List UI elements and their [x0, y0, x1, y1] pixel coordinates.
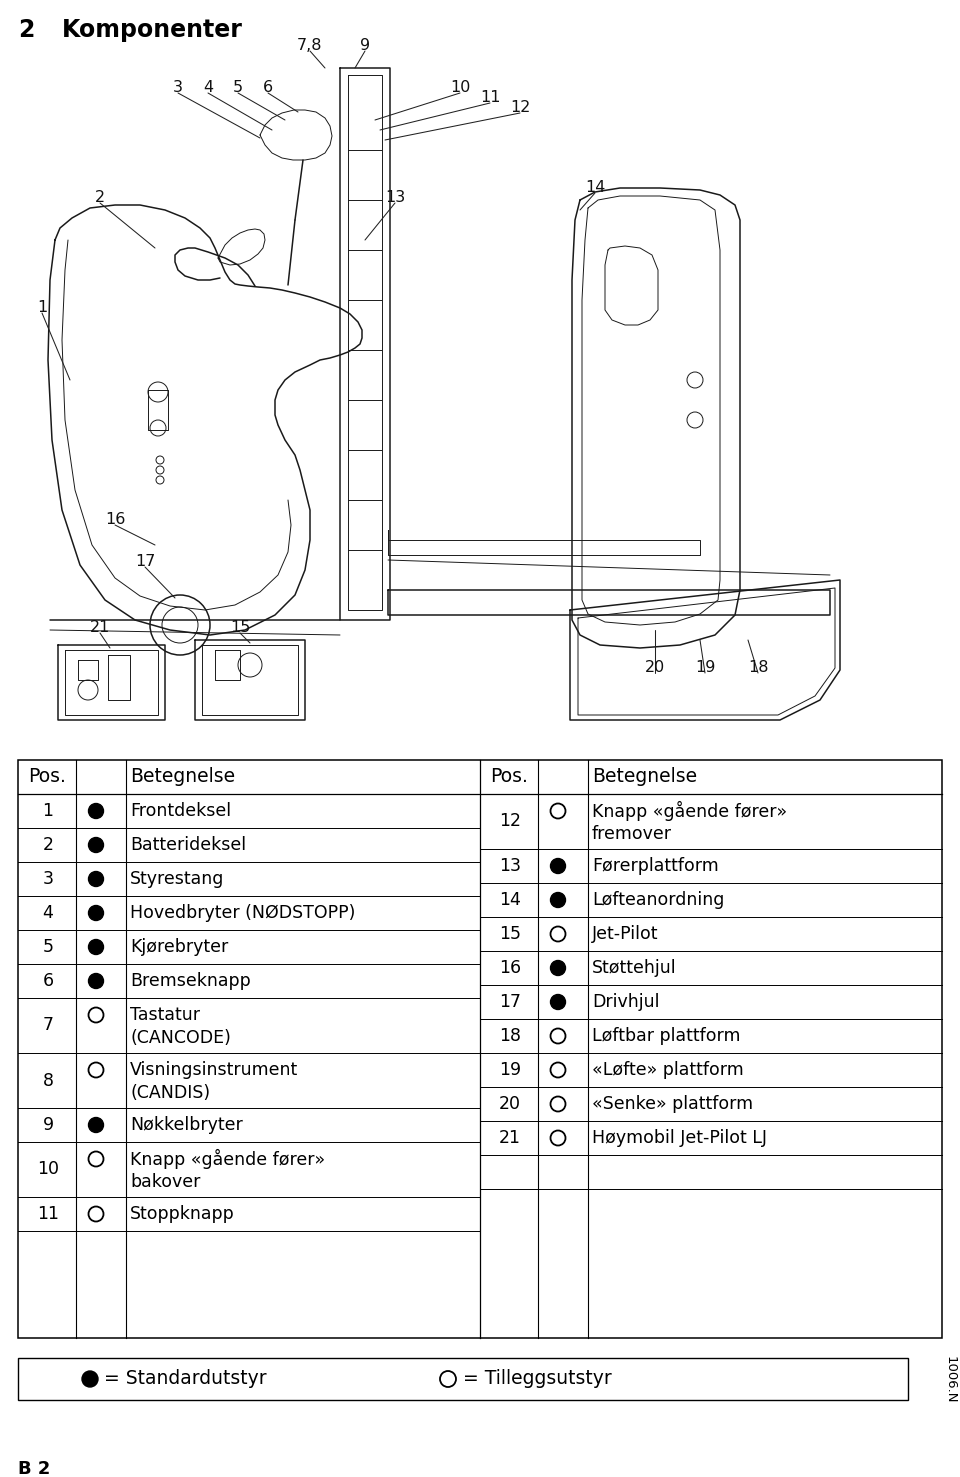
Circle shape: [82, 1371, 98, 1387]
Text: 15: 15: [229, 620, 251, 635]
Text: 5: 5: [233, 81, 243, 96]
Text: Frontdeksel: Frontdeksel: [130, 802, 231, 820]
Circle shape: [88, 905, 104, 920]
Circle shape: [88, 973, 104, 988]
Text: 1006.N: 1006.N: [944, 1356, 956, 1403]
Text: 16: 16: [105, 513, 125, 527]
Text: Nøkkelbryter: Nøkkelbryter: [130, 1117, 243, 1134]
Text: Betegnelse: Betegnelse: [592, 768, 697, 786]
Text: 14: 14: [499, 891, 521, 908]
Text: Høymobil Jet-Pilot LJ: Høymobil Jet-Pilot LJ: [592, 1128, 767, 1148]
Text: Kjørebryter: Kjørebryter: [130, 938, 228, 956]
Circle shape: [88, 803, 104, 818]
Text: 17: 17: [134, 554, 156, 570]
Text: 19: 19: [499, 1060, 521, 1080]
Text: fremover: fremover: [592, 826, 672, 843]
Text: Jet-Pilot: Jet-Pilot: [592, 925, 659, 942]
Text: Komponenter: Komponenter: [62, 18, 243, 41]
Text: 4: 4: [203, 81, 213, 96]
Text: Løftbar plattform: Løftbar plattform: [592, 1027, 740, 1046]
Text: Tastatur: Tastatur: [130, 1006, 200, 1024]
Text: 1: 1: [42, 802, 54, 820]
Text: 21: 21: [90, 620, 110, 635]
Text: Førerplattform: Førerplattform: [592, 857, 719, 874]
Text: Løfteanordning: Løfteanordning: [592, 891, 725, 908]
Text: = Tilleggsutstyr: = Tilleggsutstyr: [463, 1369, 612, 1388]
Text: (CANCODE): (CANCODE): [130, 1029, 230, 1047]
Text: 5: 5: [42, 938, 54, 956]
Circle shape: [550, 960, 565, 975]
Text: 4: 4: [42, 904, 54, 922]
Text: 13: 13: [385, 191, 405, 205]
Text: 12: 12: [510, 100, 530, 115]
Text: «Senke» plattform: «Senke» plattform: [592, 1094, 754, 1114]
Text: Betegnelse: Betegnelse: [130, 768, 235, 786]
Text: 20: 20: [499, 1094, 521, 1114]
Text: Hovedbryter (NØDSTOPP): Hovedbryter (NØDSTOPP): [130, 904, 355, 922]
Text: 9: 9: [360, 38, 370, 53]
Text: 11: 11: [37, 1205, 59, 1223]
Circle shape: [88, 939, 104, 954]
Circle shape: [550, 892, 565, 907]
Text: Støttehjul: Støttehjul: [592, 959, 677, 976]
Text: 2: 2: [18, 18, 35, 41]
Text: 19: 19: [695, 660, 715, 675]
Text: 3: 3: [173, 81, 183, 96]
Text: Pos.: Pos.: [490, 768, 528, 786]
Text: 16: 16: [499, 959, 521, 976]
Text: 15: 15: [499, 925, 521, 942]
Text: 21: 21: [499, 1128, 521, 1148]
Text: 3: 3: [42, 870, 54, 888]
Text: 9: 9: [42, 1117, 54, 1134]
Text: 10: 10: [37, 1161, 59, 1179]
Text: Visningsinstrument: Visningsinstrument: [130, 1060, 299, 1080]
Text: Batterideksel: Batterideksel: [130, 836, 246, 854]
Text: = Standardutstyr: = Standardutstyr: [104, 1369, 267, 1388]
Text: 2: 2: [95, 191, 105, 205]
Text: 6: 6: [42, 972, 54, 990]
Circle shape: [88, 1118, 104, 1133]
Text: Knapp «gående fører»: Knapp «gående fører»: [592, 801, 787, 821]
Text: 10: 10: [450, 81, 470, 96]
Text: Pos.: Pos.: [28, 768, 66, 786]
Text: 18: 18: [748, 660, 768, 675]
Text: (CANDIS): (CANDIS): [130, 1084, 210, 1102]
Text: 12: 12: [499, 812, 521, 830]
Text: 1: 1: [36, 300, 47, 316]
Text: 17: 17: [499, 993, 521, 1010]
Text: 11: 11: [480, 90, 500, 105]
Text: 14: 14: [585, 180, 605, 195]
Text: Drivhjul: Drivhjul: [592, 993, 660, 1010]
Text: Knapp «gående fører»: Knapp «gående fører»: [130, 1149, 325, 1168]
Text: B 2: B 2: [18, 1459, 50, 1477]
Circle shape: [88, 837, 104, 852]
Text: 8: 8: [42, 1071, 54, 1090]
Circle shape: [550, 994, 565, 1009]
Text: 13: 13: [499, 857, 521, 874]
Text: 18: 18: [499, 1027, 521, 1046]
Text: Stoppknapp: Stoppknapp: [130, 1205, 235, 1223]
Text: Bremseknapp: Bremseknapp: [130, 972, 251, 990]
Text: 7,8: 7,8: [298, 38, 323, 53]
Text: Styrestang: Styrestang: [130, 870, 225, 888]
Circle shape: [550, 858, 565, 873]
Bar: [18, 761, 942, 1338]
Text: 7: 7: [42, 1016, 54, 1034]
Text: 20: 20: [645, 660, 665, 675]
Text: 6: 6: [263, 81, 273, 96]
Bar: [18, 1357, 908, 1400]
Text: «Løfte» plattform: «Løfte» plattform: [592, 1060, 744, 1080]
Text: bakover: bakover: [130, 1173, 201, 1190]
Text: 2: 2: [42, 836, 54, 854]
Circle shape: [88, 871, 104, 886]
